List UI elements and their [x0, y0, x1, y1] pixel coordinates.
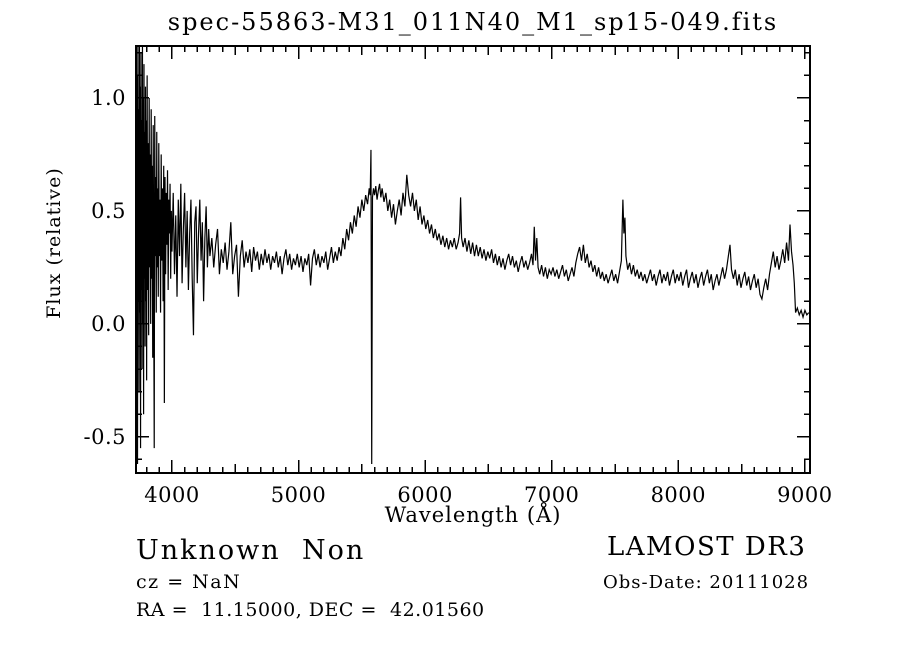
x-tick-label: 8000: [651, 483, 706, 507]
y-tick-label: 0.0: [91, 312, 126, 336]
plot-frame: [135, 45, 811, 474]
y-tick-label: -0.5: [84, 425, 127, 449]
x-ticks: [145, 47, 806, 472]
plot-title: spec-55863-M31_011N40_M1_sp15-049.fits: [167, 8, 779, 36]
obs-date-annotation: Obs-Date: 20111028: [603, 572, 810, 593]
x-tick-label: 7000: [524, 483, 579, 507]
x-tick-label: 4000: [144, 483, 199, 507]
class-annotation: Unknown: [136, 535, 281, 566]
y-tick-label: 1.0: [91, 86, 126, 110]
x-tick-label: 9000: [777, 483, 832, 507]
x-axis-label: Wavelength (Å): [384, 503, 562, 527]
y-axis-label: Flux (relative): [43, 167, 65, 319]
y-ticks: [137, 52, 809, 461]
ra-dec-annotation: RA = 11.15000, DEC = 42.01560: [136, 599, 485, 621]
survey-annotation: LAMOST DR3: [607, 532, 807, 562]
spectrum-line: [136, 46, 810, 464]
x-tick-label: 6000: [397, 483, 452, 507]
x-tick-label: 5000: [271, 483, 326, 507]
subclass-annotation: Non: [302, 535, 366, 566]
y-tick-label: 0.5: [91, 199, 126, 223]
cz-annotation: cz = NaN: [136, 571, 242, 593]
